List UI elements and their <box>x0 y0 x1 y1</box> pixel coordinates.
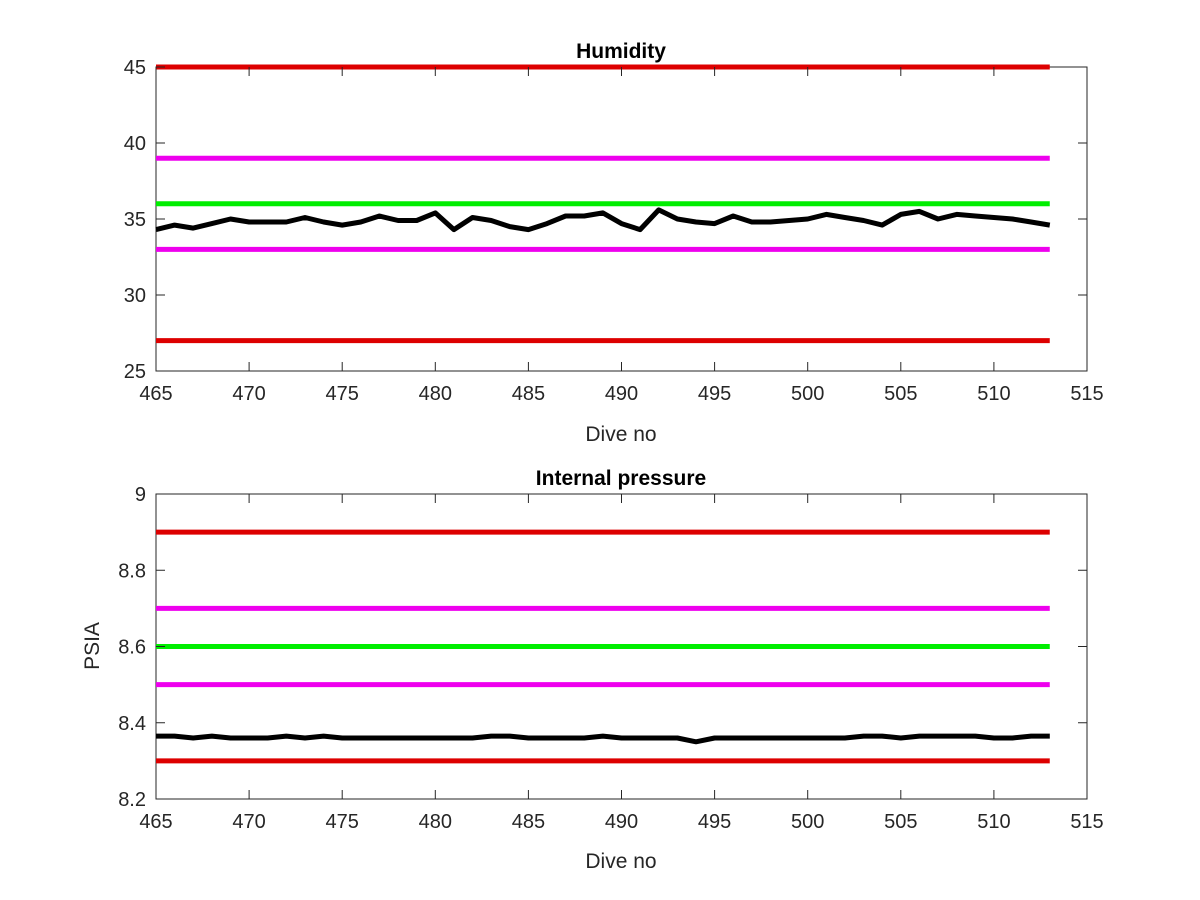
pressure-y-tick-label-2: 8.6 <box>118 637 146 659</box>
pressure-y-tick-label-1: 8.4 <box>118 713 146 735</box>
humidity-data-line <box>155 207 1051 233</box>
pressure-x-tick-label-5: 490 <box>605 811 638 833</box>
pressure-y-axis-label: PSIA <box>81 622 104 670</box>
pressure-x-tick-label-3: 480 <box>419 811 452 833</box>
humidity-x-tick-label-1: 470 <box>232 383 265 405</box>
humidity-x-axis-label: Dive no <box>585 423 656 446</box>
humidity-x-tick-label-10: 515 <box>1070 383 1103 405</box>
pressure-y-axis: 8.2 8.4 8.6 8.8 9 <box>118 484 1087 811</box>
pressure-x-tick-label-7: 500 <box>791 811 824 833</box>
humidity-chart: 465 470 475 480 485 490 495 500 505 510 515 25 30 35… <box>124 40 1104 446</box>
humidity-x-tick-label-9: 510 <box>977 383 1010 405</box>
humidity-chart-title: Humidity <box>576 40 666 63</box>
pressure-x-tick-label-10: 515 <box>1070 811 1103 833</box>
pressure-x-tick-label-9: 510 <box>977 811 1010 833</box>
humidity-y-axis: 25 30 35 40 45 <box>124 57 1087 383</box>
humidity-x-tick-label-3: 480 <box>419 383 452 405</box>
pressure-y-tick-label-0: 8.2 <box>118 789 146 811</box>
internal-pressure-chart: 465 470 475 480 485 490 495 500 505 510 515 8.2 8.4… <box>81 467 1104 873</box>
pressure-y-tick-label-3: 8.8 <box>118 560 146 582</box>
humidity-x-tick-label-2: 475 <box>326 383 359 405</box>
humidity-y-tick-label-1: 30 <box>124 285 146 307</box>
humidity-x-tick-label-4: 485 <box>512 383 545 405</box>
pressure-x-tick-label-8: 505 <box>884 811 917 833</box>
pressure-x-tick-label-0: 465 <box>139 811 172 833</box>
humidity-x-tick-label-5: 490 <box>605 383 638 405</box>
humidity-y-tick-label-3: 40 <box>124 133 146 155</box>
pressure-x-axis: 465 470 475 480 485 490 495 500 505 510 515 <box>139 494 1104 833</box>
pressure-x-tick-label-6: 495 <box>698 811 731 833</box>
pressure-x-axis-label: Dive no <box>585 850 656 873</box>
pressure-plot-area <box>156 529 1050 764</box>
pressure-x-tick-label-4: 485 <box>512 811 545 833</box>
pressure-chart-title: Internal pressure <box>536 467 706 490</box>
humidity-x-axis: 465 470 475 480 485 490 495 500 505 510 515 <box>139 67 1104 405</box>
pressure-x-tick-label-1: 470 <box>232 811 265 833</box>
humidity-x-tick-label-0: 465 <box>139 383 172 405</box>
pressure-data-line <box>156 733 1050 745</box>
humidity-x-tick-label-8: 505 <box>884 383 917 405</box>
pressure-y-tick-label-4: 9 <box>135 484 146 506</box>
humidity-x-tick-label-7: 500 <box>791 383 824 405</box>
humidity-x-tick-label-6: 495 <box>698 383 731 405</box>
humidity-y-tick-label-4: 45 <box>124 57 146 79</box>
humidity-y-tick-label-2: 35 <box>124 209 146 231</box>
pressure-x-tick-label-2: 475 <box>326 811 359 833</box>
humidity-y-tick-label-0: 25 <box>124 361 146 383</box>
